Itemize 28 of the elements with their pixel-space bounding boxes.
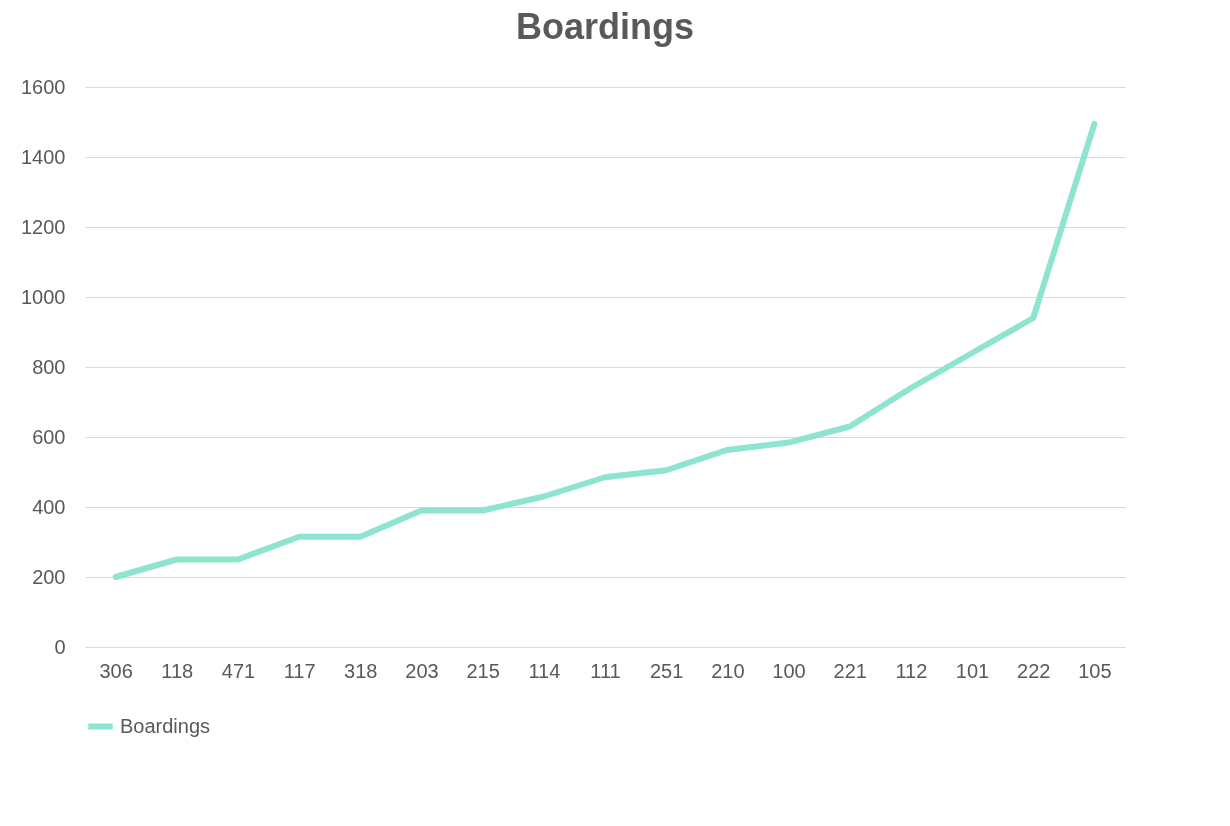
x-tick-label: 112: [895, 659, 928, 682]
y-tick-label: 400: [32, 495, 66, 518]
y-tick-label: 1000: [21, 285, 66, 308]
y-tick-label: 800: [32, 355, 66, 378]
x-tick-label: 306: [99, 659, 133, 682]
y-tick-label: 1200: [21, 215, 66, 238]
y-tick-label: 1600: [21, 75, 66, 98]
x-tick-label: 221: [833, 659, 867, 682]
y-tick-label: 600: [32, 425, 66, 448]
x-tick-label: 210: [711, 659, 745, 682]
x-tick-label: 117: [283, 659, 316, 682]
x-tick-label: 222: [1017, 659, 1051, 682]
x-tick-label: 111: [590, 659, 621, 682]
x-tick-label: 105: [1078, 659, 1112, 682]
x-tick-label: 203: [405, 659, 439, 682]
legend-label: Boardings: [120, 714, 211, 737]
x-tick-label: 215: [466, 659, 500, 682]
y-tick-label: 0: [54, 635, 66, 658]
x-tick-label: 318: [344, 659, 378, 682]
y-tick-label: 200: [32, 565, 66, 588]
chart-title: Boardings: [515, 6, 695, 47]
x-tick-label: 471: [221, 659, 256, 682]
x-tick-label: 118: [161, 659, 194, 682]
x-tick-label: 114: [528, 659, 561, 682]
x-tick-label: 101: [955, 659, 990, 682]
x-tick-label: 251: [649, 659, 684, 682]
x-tick-label: 100: [772, 659, 806, 682]
y-tick-label: 1400: [21, 145, 66, 168]
